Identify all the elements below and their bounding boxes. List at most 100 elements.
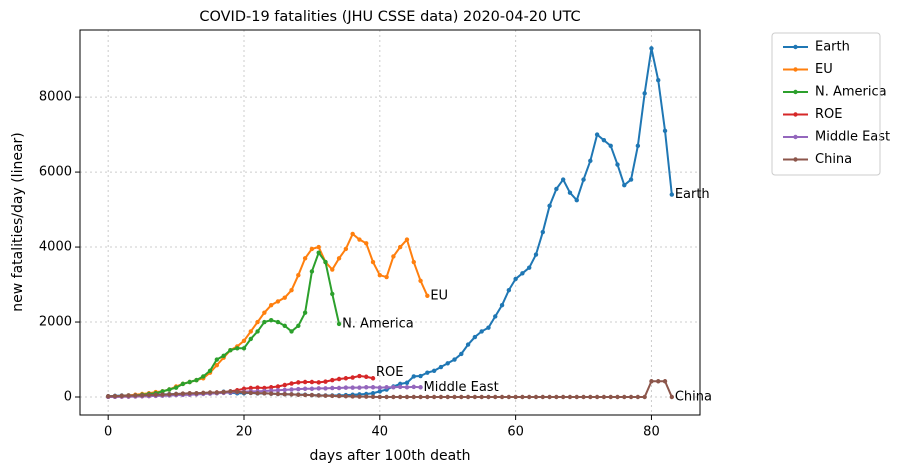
data-point — [364, 385, 369, 390]
data-point — [506, 287, 512, 293]
data-point — [268, 385, 274, 390]
data-point — [425, 293, 430, 298]
data-point — [330, 393, 335, 399]
data-point — [289, 381, 294, 386]
data-point — [275, 384, 281, 389]
data-point — [282, 391, 287, 397]
data-point — [296, 380, 301, 385]
data-point — [289, 392, 294, 397]
data-point — [554, 394, 559, 400]
data-point — [425, 370, 430, 375]
data-point — [289, 329, 294, 334]
series-line — [108, 48, 673, 398]
data-point — [275, 319, 281, 325]
data-point — [343, 394, 349, 399]
data-point — [431, 368, 437, 373]
data-point — [397, 244, 403, 250]
data-point — [465, 342, 471, 347]
data-point — [438, 364, 444, 370]
data-point — [635, 394, 641, 400]
data-point — [323, 379, 328, 384]
series-end-label: N. America — [342, 316, 414, 331]
data-point — [425, 394, 430, 400]
data-point — [309, 246, 315, 252]
data-point — [472, 334, 478, 340]
legend-marker — [793, 89, 798, 95]
data-point — [642, 394, 647, 400]
data-point — [201, 390, 206, 396]
data-point — [180, 381, 186, 387]
data-point — [364, 394, 369, 399]
data-point — [370, 394, 376, 400]
data-point — [330, 291, 335, 297]
data-point — [459, 351, 464, 357]
data-point — [411, 259, 416, 265]
data-point — [628, 394, 634, 400]
data-point — [262, 391, 267, 396]
data-point — [235, 346, 240, 351]
data-point — [499, 302, 505, 308]
data-point — [547, 203, 552, 209]
data-point — [323, 393, 328, 398]
data-point — [214, 357, 220, 362]
x-axis-label: days after 100th death — [309, 448, 470, 464]
data-point — [201, 374, 206, 379]
data-point — [506, 394, 512, 400]
data-point — [316, 250, 321, 255]
data-point — [370, 376, 376, 381]
data-point — [139, 393, 145, 398]
data-point — [268, 302, 274, 308]
legend-marker — [793, 44, 798, 50]
data-point — [411, 384, 416, 390]
data-point — [133, 393, 138, 398]
data-point — [112, 393, 118, 399]
y-tick-label: 2000 — [39, 315, 72, 330]
data-point — [479, 329, 484, 334]
data-point — [309, 379, 315, 385]
data-point — [520, 271, 525, 276]
data-point — [296, 323, 301, 328]
series-end-label: ROE — [376, 365, 403, 380]
data-point — [594, 132, 600, 137]
data-point — [302, 386, 308, 391]
series-line — [108, 250, 341, 398]
data-point — [391, 254, 396, 259]
data-point — [262, 319, 267, 325]
data-point — [357, 385, 362, 390]
legend-marker — [793, 157, 798, 162]
data-point — [275, 391, 281, 397]
y-tick-label: 8000 — [39, 90, 72, 105]
data-point — [302, 256, 308, 261]
data-point — [282, 323, 287, 328]
legend-label: EU — [815, 62, 833, 77]
data-point — [126, 393, 131, 398]
data-point — [343, 376, 349, 381]
legend-marker — [793, 67, 798, 72]
legend-marker — [793, 134, 798, 140]
data-point — [160, 392, 165, 397]
data-point — [194, 377, 199, 383]
data-point — [146, 392, 152, 398]
data-point — [268, 317, 274, 323]
data-point — [397, 394, 403, 400]
legend-label: China — [815, 152, 852, 167]
data-point — [302, 392, 308, 398]
data-point — [241, 338, 247, 343]
data-point — [248, 390, 253, 396]
data-point — [309, 386, 315, 391]
series-end-label: China — [675, 390, 712, 405]
data-point — [309, 269, 315, 274]
data-point — [567, 394, 573, 400]
legend-marker — [793, 112, 798, 117]
y-axis-label: new fatalities/day (linear) — [10, 132, 26, 311]
data-point — [241, 390, 247, 395]
data-point — [228, 389, 233, 394]
data-point — [656, 78, 661, 83]
data-point — [167, 387, 172, 392]
data-point — [255, 391, 260, 396]
x-tick-label: 20 — [236, 425, 253, 440]
data-point — [160, 389, 165, 394]
data-point — [289, 387, 294, 392]
y-tick-label: 6000 — [39, 165, 72, 180]
data-point — [275, 388, 281, 393]
